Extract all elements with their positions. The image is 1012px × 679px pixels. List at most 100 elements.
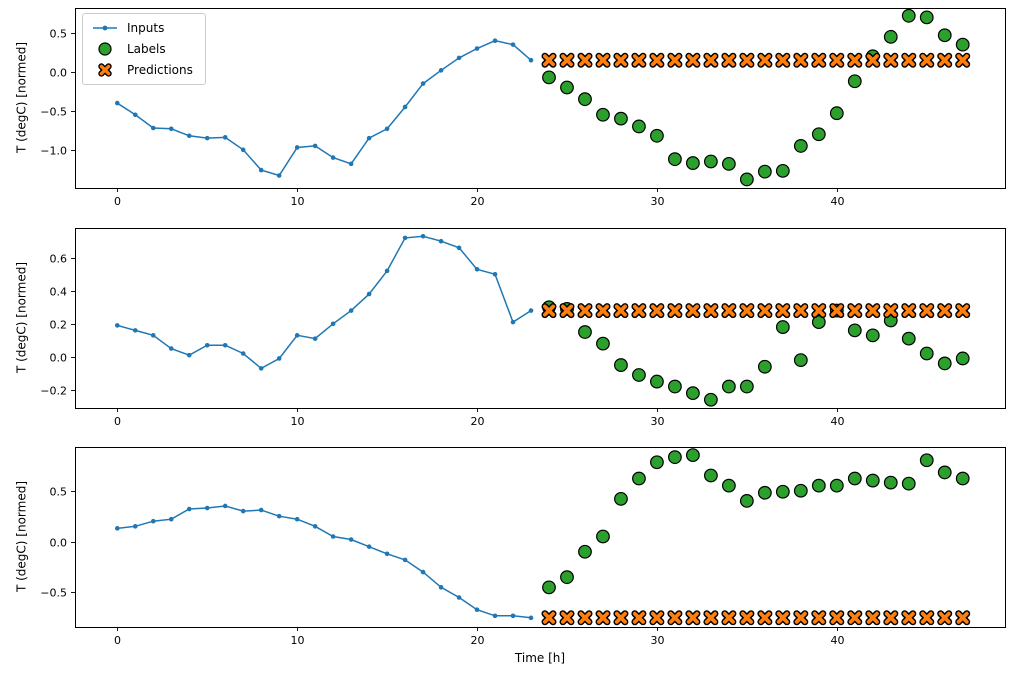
x-marker bbox=[541, 52, 557, 68]
x-tick-label: 0 bbox=[114, 634, 121, 647]
legend-label-labels: Labels bbox=[127, 42, 166, 56]
y-tick-label: −0.2 bbox=[40, 385, 67, 398]
labels-circle-icon bbox=[98, 42, 112, 56]
x-marker bbox=[901, 610, 917, 626]
x-tick-label: 20 bbox=[471, 415, 485, 428]
x-tick-label: 0 bbox=[114, 195, 121, 208]
y-tick-label: 0.6 bbox=[50, 253, 68, 266]
x-marker bbox=[937, 610, 953, 626]
subplot-1: 0.5 0.0 −0.5 −1.0 0 10 20 30 40 bbox=[40, 8, 1006, 208]
x-marker bbox=[667, 303, 683, 319]
x-marker bbox=[919, 610, 935, 626]
legend-label-inputs: Inputs bbox=[127, 21, 165, 35]
y-tick-label: −1.0 bbox=[40, 145, 67, 158]
x-axis-ticks: 0 10 20 30 40 bbox=[114, 408, 845, 428]
x-tick-label: 40 bbox=[831, 195, 845, 208]
y-tick-label: 0.2 bbox=[50, 319, 68, 332]
x-axis-label: Time [h] bbox=[514, 651, 566, 665]
predictions-x-icon bbox=[98, 63, 112, 77]
y-axis-ticks: 0.6 0.4 0.2 0.0 −0.2 bbox=[40, 253, 76, 398]
x-tick-label: 20 bbox=[471, 634, 485, 647]
x-marker bbox=[721, 52, 737, 68]
x-tick-label: 0 bbox=[114, 415, 121, 428]
x-marker bbox=[649, 610, 665, 626]
x-marker bbox=[775, 303, 791, 319]
x-marker bbox=[613, 303, 629, 319]
inputs-series bbox=[114, 233, 534, 371]
x-marker bbox=[811, 610, 827, 626]
x-tick-label: 40 bbox=[831, 634, 845, 647]
y-axis-label-subplot-3: T (degC) [normed] bbox=[14, 480, 29, 593]
x-marker bbox=[847, 303, 863, 319]
x-marker bbox=[577, 52, 593, 68]
x-marker bbox=[937, 303, 953, 319]
x-marker bbox=[811, 303, 827, 319]
predictions-series bbox=[541, 52, 971, 68]
x-marker bbox=[685, 303, 701, 319]
legend-item-labels: Labels bbox=[91, 42, 193, 56]
labels-series bbox=[542, 8, 970, 187]
subplot-2: 0.6 0.4 0.2 0.0 −0.2 0 10 20 30 40 bbox=[40, 228, 1006, 428]
y-axis-ticks: 0.5 0.0 −0.5 bbox=[40, 486, 76, 600]
x-marker bbox=[811, 52, 827, 68]
x-axis-ticks: 0 10 20 30 40 bbox=[114, 188, 845, 208]
legend: Inputs Labels Predictions bbox=[82, 13, 206, 85]
y-tick-label: 0.0 bbox=[50, 67, 68, 80]
x-marker bbox=[559, 303, 575, 319]
x-axis-ticks: 0 10 20 30 40 bbox=[114, 627, 845, 647]
x-marker bbox=[865, 610, 881, 626]
legend-label-predictions: Predictions bbox=[127, 63, 193, 77]
inputs-series bbox=[114, 503, 534, 621]
x-marker bbox=[883, 52, 899, 68]
legend-item-inputs: Inputs bbox=[91, 21, 193, 35]
x-marker bbox=[883, 610, 899, 626]
y-tick-label: 0.4 bbox=[50, 286, 68, 299]
x-marker bbox=[685, 610, 701, 626]
axes-frame bbox=[75, 8, 1006, 189]
x-marker bbox=[775, 610, 791, 626]
x-tick-label: 30 bbox=[651, 415, 665, 428]
y-tick-label: 0.0 bbox=[50, 537, 68, 550]
x-tick-label: 10 bbox=[291, 415, 305, 428]
inputs-line-icon bbox=[93, 25, 117, 31]
x-marker bbox=[901, 303, 917, 319]
x-marker bbox=[901, 52, 917, 68]
x-tick-label: 10 bbox=[291, 195, 305, 208]
x-marker bbox=[775, 52, 791, 68]
x-marker bbox=[757, 303, 773, 319]
inputs-series bbox=[114, 38, 534, 178]
x-marker bbox=[919, 303, 935, 319]
x-marker bbox=[829, 610, 845, 626]
x-marker bbox=[721, 303, 737, 319]
axes-frame bbox=[75, 447, 1006, 628]
x-marker bbox=[649, 303, 665, 319]
x-marker bbox=[595, 52, 611, 68]
x-tick-label: 30 bbox=[651, 634, 665, 647]
x-marker bbox=[865, 52, 881, 68]
x-marker bbox=[541, 303, 557, 319]
x-marker bbox=[577, 610, 593, 626]
x-marker bbox=[739, 610, 755, 626]
x-marker bbox=[955, 303, 971, 319]
x-marker bbox=[703, 610, 719, 626]
x-marker bbox=[883, 303, 899, 319]
y-axis-label-subplot-1: T (degC) [normed] bbox=[14, 41, 29, 154]
x-marker bbox=[577, 303, 593, 319]
x-marker bbox=[703, 52, 719, 68]
subplot-3: 0.5 0.0 −0.5 0 10 20 30 40 bbox=[40, 447, 1006, 647]
x-marker bbox=[631, 303, 647, 319]
x-tick-label: 20 bbox=[471, 195, 485, 208]
x-marker bbox=[829, 303, 845, 319]
x-marker bbox=[541, 610, 557, 626]
x-marker bbox=[613, 52, 629, 68]
x-marker bbox=[667, 610, 683, 626]
x-marker bbox=[613, 610, 629, 626]
x-marker bbox=[595, 610, 611, 626]
y-tick-label: −0.5 bbox=[40, 106, 67, 119]
x-marker bbox=[703, 303, 719, 319]
y-tick-label: 0.5 bbox=[50, 486, 68, 499]
x-marker bbox=[739, 52, 755, 68]
y-tick-label: 0.5 bbox=[50, 28, 68, 41]
